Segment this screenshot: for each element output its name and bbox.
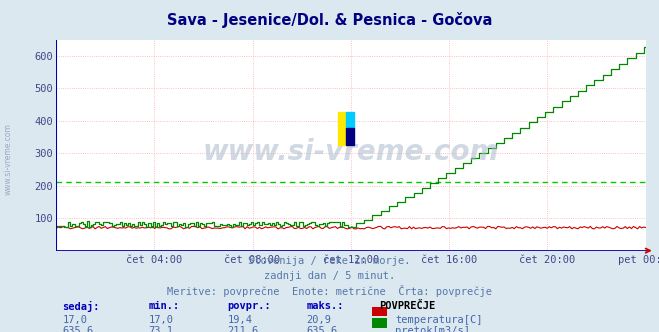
Text: temperatura[C]: temperatura[C]	[395, 315, 483, 325]
Text: 73,1: 73,1	[148, 326, 173, 332]
Bar	[338, 112, 346, 145]
Text: Sava - Jesenice/Dol. & Pesnica - Gočova: Sava - Jesenice/Dol. & Pesnica - Gočova	[167, 12, 492, 28]
Text: 19,4: 19,4	[227, 315, 252, 325]
Text: Meritve: povprečne  Enote: metrične  Črta: povprečje: Meritve: povprečne Enote: metrične Črta:…	[167, 285, 492, 297]
Text: sedaj:: sedaj:	[63, 301, 100, 312]
Text: 20,9: 20,9	[306, 315, 331, 325]
Text: min.:: min.:	[148, 301, 179, 311]
Text: maks.:: maks.:	[306, 301, 344, 311]
Text: pretok[m3/s]: pretok[m3/s]	[395, 326, 471, 332]
Bar	[346, 128, 355, 145]
Text: Slovenija / reke in morje.: Slovenija / reke in morje.	[248, 256, 411, 266]
Text: www.si-vreme.com: www.si-vreme.com	[3, 124, 13, 195]
Text: 635,6: 635,6	[306, 326, 337, 332]
Text: 17,0: 17,0	[148, 315, 173, 325]
Text: povpr.:: povpr.:	[227, 301, 271, 311]
Bar	[346, 112, 355, 128]
Text: POVPREČJE: POVPREČJE	[379, 301, 435, 311]
Text: 635,6: 635,6	[63, 326, 94, 332]
Text: 17,0: 17,0	[63, 315, 88, 325]
Text: 211,6: 211,6	[227, 326, 258, 332]
Text: www.si-vreme.com: www.si-vreme.com	[203, 137, 499, 166]
Text: zadnji dan / 5 minut.: zadnji dan / 5 minut.	[264, 271, 395, 281]
